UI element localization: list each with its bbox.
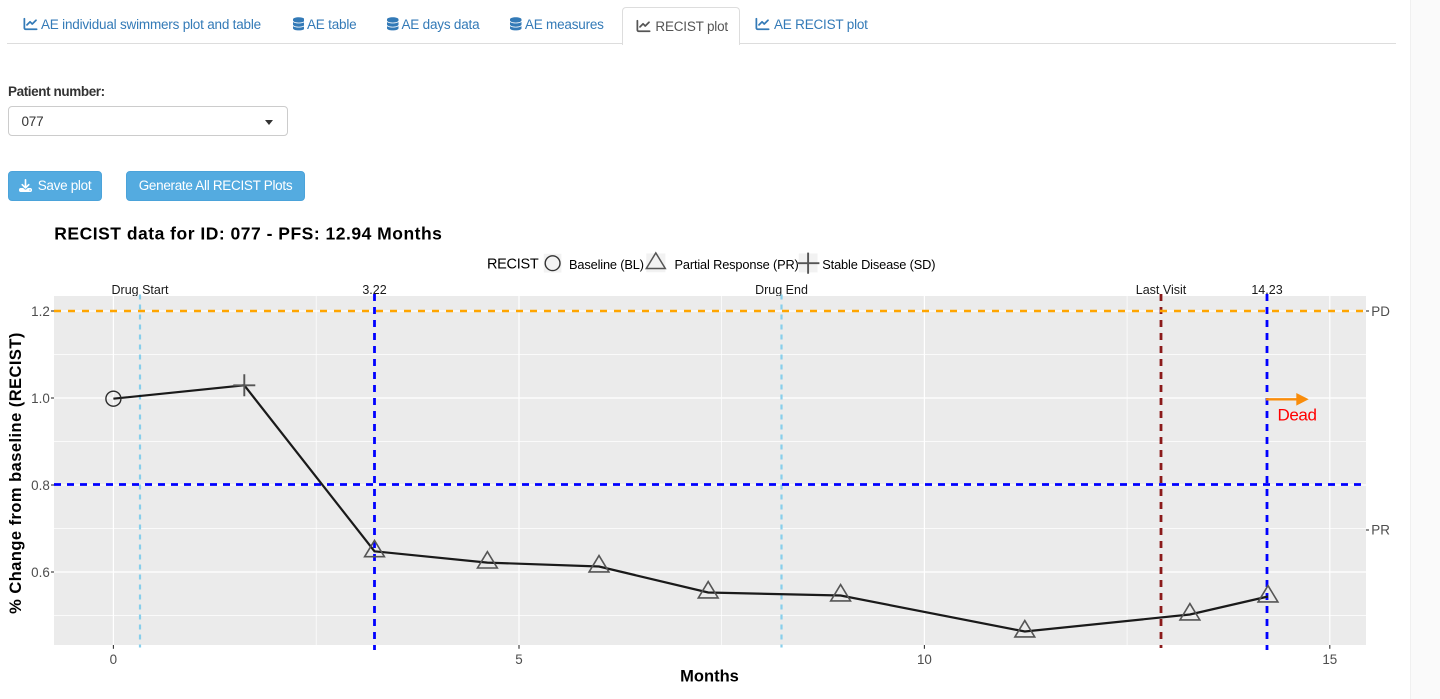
svg-text:Drug Start: Drug Start	[112, 283, 169, 297]
svg-text:0: 0	[110, 652, 117, 667]
svg-text:% Change from baseline (RECIST: % Change from baseline (RECIST)	[7, 332, 25, 614]
svg-text:RECIST: RECIST	[487, 257, 539, 273]
svg-text:Stable Disease (SD): Stable Disease (SD)	[822, 257, 935, 272]
svg-text:0.8: 0.8	[31, 478, 50, 493]
svg-text:5: 5	[515, 652, 522, 667]
svg-text:Months: Months	[680, 668, 739, 686]
svg-text:RECIST data for ID: 077 - PFS:: RECIST data for ID: 077 - PFS: 12.94 Mon…	[54, 223, 442, 243]
svg-text:14.23: 14.23	[1251, 283, 1282, 297]
svg-text:1.0: 1.0	[31, 391, 50, 406]
svg-text:1.2: 1.2	[31, 304, 50, 319]
svg-text:Last Visit: Last Visit	[1136, 283, 1187, 297]
svg-text:Dead: Dead	[1277, 406, 1316, 425]
svg-text:15: 15	[1322, 652, 1337, 667]
svg-text:PR: PR	[1371, 522, 1390, 537]
svg-text:Partial Response (PR): Partial Response (PR)	[675, 257, 799, 272]
svg-text:3.22: 3.22	[362, 283, 386, 297]
svg-text:10: 10	[917, 652, 932, 667]
svg-text:Drug End: Drug End	[755, 283, 808, 297]
svg-text:PD: PD	[1371, 304, 1390, 319]
svg-text:0.6: 0.6	[31, 565, 50, 580]
svg-text:Baseline (BL): Baseline (BL)	[569, 257, 644, 272]
